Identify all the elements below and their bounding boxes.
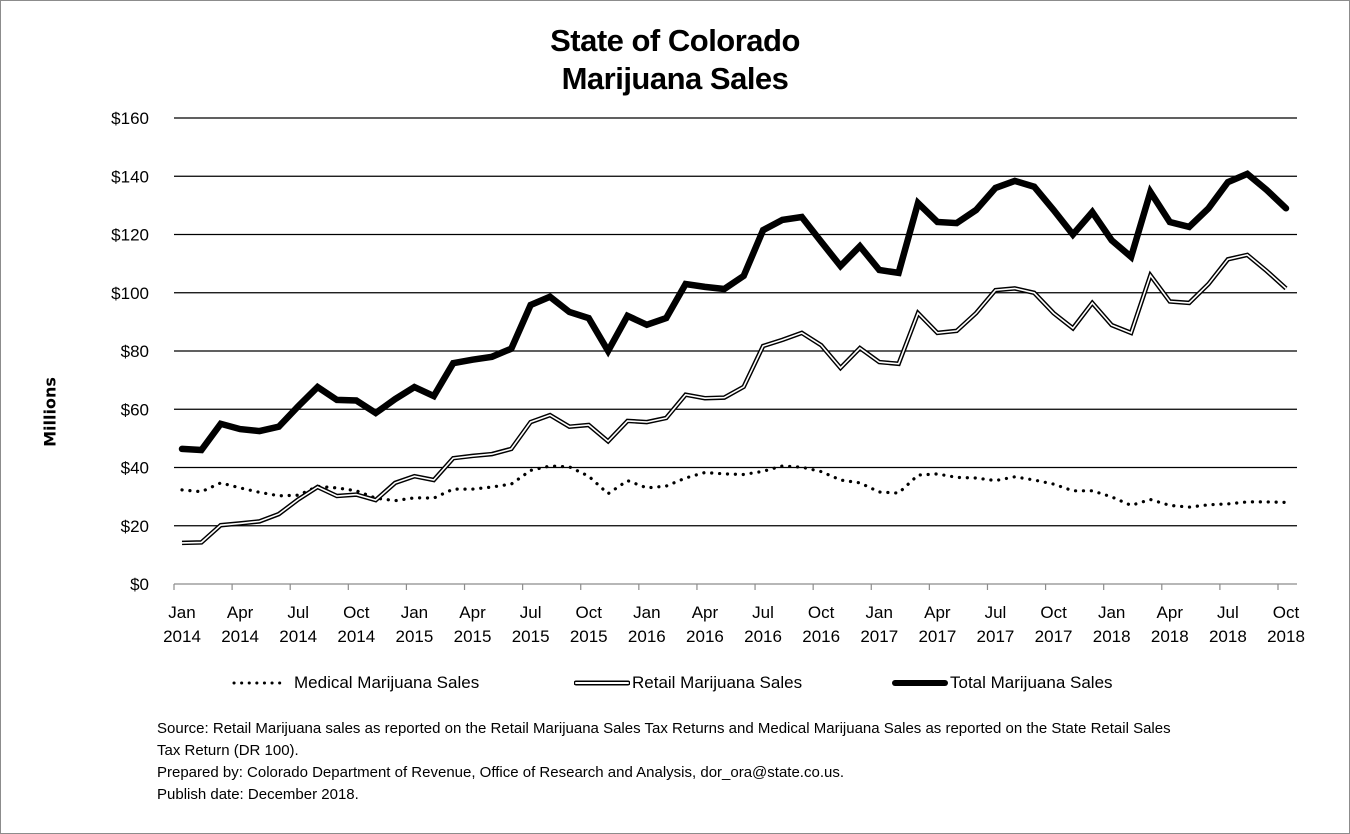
x-tick-label-month: Jan xyxy=(866,603,893,622)
x-tick-label-month: Oct xyxy=(808,603,835,622)
x-tick-label-year: 2018 xyxy=(1209,627,1247,646)
footer-notes: Source: Retail Marijuana sales as report… xyxy=(157,718,1317,806)
x-tick-label-month: Apr xyxy=(924,603,951,622)
chart-title-line-1: State of Colorado xyxy=(550,23,800,58)
y-tick-label: $60 xyxy=(121,400,149,419)
x-tick-label-month: Oct xyxy=(1040,603,1067,622)
footer-prepared-by: Prepared by: Colorado Department of Reve… xyxy=(157,764,844,781)
legend-label-retail: Retail Marijuana Sales xyxy=(632,673,803,692)
series-total-marijuana-sales xyxy=(178,170,1290,454)
x-tick-label-month: Jul xyxy=(985,603,1007,622)
legend-item-retail: Retail Marijuana Sales xyxy=(574,673,802,693)
x-tick-label-year: 2014 xyxy=(337,627,375,646)
x-tick-label-month: Jan xyxy=(633,603,660,622)
y-tick-label: $140 xyxy=(111,167,149,186)
x-tick-label-month: Jul xyxy=(1217,603,1239,622)
x-tick-label-year: 2018 xyxy=(1093,627,1131,646)
legend-swatch-dotted xyxy=(232,681,288,685)
x-tick-label-year: 2016 xyxy=(686,627,724,646)
y-tick-label: $40 xyxy=(121,459,149,478)
x-tick-label-year: 2018 xyxy=(1151,627,1189,646)
footer-source-line-2: Tax Return (DR 100). xyxy=(157,742,299,759)
x-tick-label-year: 2015 xyxy=(512,627,550,646)
x-tick-label-year: 2015 xyxy=(396,627,434,646)
footer-publish-date: Publish date: December 2018. xyxy=(157,786,359,803)
y-tick-label: $100 xyxy=(111,284,149,303)
legend-item-total: Total Marijuana Sales xyxy=(892,673,1113,693)
x-tick-label-year: 2017 xyxy=(860,627,898,646)
legend-label-total: Total Marijuana Sales xyxy=(950,673,1113,692)
footer-source-line-1: Source: Retail Marijuana sales as report… xyxy=(157,720,1171,737)
x-tick-label-month: Apr xyxy=(459,603,486,622)
x-tick-labels: Jan 2014 Apr 2014 Jul 2014 Oct 2014 Jan 2015 Apr 20… xyxy=(163,603,1305,646)
x-tick-label-year: 2017 xyxy=(1035,627,1073,646)
x-tick-label-year: 2015 xyxy=(570,627,608,646)
x-tick-label-year: 2018 xyxy=(1267,627,1305,646)
legend-item-medical: Medical Marijuana Sales xyxy=(232,673,479,693)
y-tick-labels: $0 $20 $40 $60 $80 $100 $120 $140 $160 xyxy=(111,109,149,594)
x-tick-label-year: 2016 xyxy=(744,627,782,646)
legend-label-medical: Medical Marijuana Sales xyxy=(294,673,480,692)
chart-title-line-2: Marijuana Sales xyxy=(561,61,789,96)
x-tick-label-month: Jul xyxy=(520,603,542,622)
x-tick-label-year: 2016 xyxy=(802,627,840,646)
x-tick-label-month: Jul xyxy=(287,603,309,622)
x-tick-label-year: 2017 xyxy=(977,627,1015,646)
gridlines xyxy=(174,117,1297,527)
x-tick-label-month: Apr xyxy=(692,603,719,622)
y-tick-label: $20 xyxy=(121,517,149,536)
x-tick-label-year: 2014 xyxy=(279,627,317,646)
x-tick-label-month: Apr xyxy=(1157,603,1184,622)
x-axis xyxy=(173,583,1297,590)
x-tick-label-month: Apr xyxy=(227,603,254,622)
x-tick-label-month: Jan xyxy=(168,603,195,622)
x-tick-label-year: 2014 xyxy=(163,627,201,646)
x-tick-label-month: Oct xyxy=(1273,603,1300,622)
y-tick-label: $120 xyxy=(111,226,149,245)
legend: Medical Marijuana Sales Retail Marijuana… xyxy=(0,673,1350,699)
x-tick-label-year: 2015 xyxy=(454,627,492,646)
series-retail-marijuana-sales-inner xyxy=(181,254,1287,544)
y-tick-label: $160 xyxy=(111,109,149,128)
x-tick-label-month: Jan xyxy=(1098,603,1125,622)
series-lines xyxy=(178,170,1290,546)
series-medical-marijuana-sales xyxy=(180,464,1288,509)
y-tick-label: $80 xyxy=(121,342,149,361)
legend-swatch-double xyxy=(574,680,630,686)
x-tick-label-month: Jan xyxy=(401,603,428,622)
y-tick-label: $0 xyxy=(130,575,149,594)
x-tick-label-year: 2017 xyxy=(918,627,956,646)
x-tick-label-month: Jul xyxy=(752,603,774,622)
legend-swatch-thick xyxy=(892,680,948,686)
x-tick-label-month: Oct xyxy=(576,603,603,622)
chart-title: State of Colorado Marijuana Sales xyxy=(0,22,1350,98)
x-tick-label-year: 2014 xyxy=(221,627,259,646)
x-tick-label-month: Oct xyxy=(343,603,370,622)
x-tick-label-year: 2016 xyxy=(628,627,666,646)
